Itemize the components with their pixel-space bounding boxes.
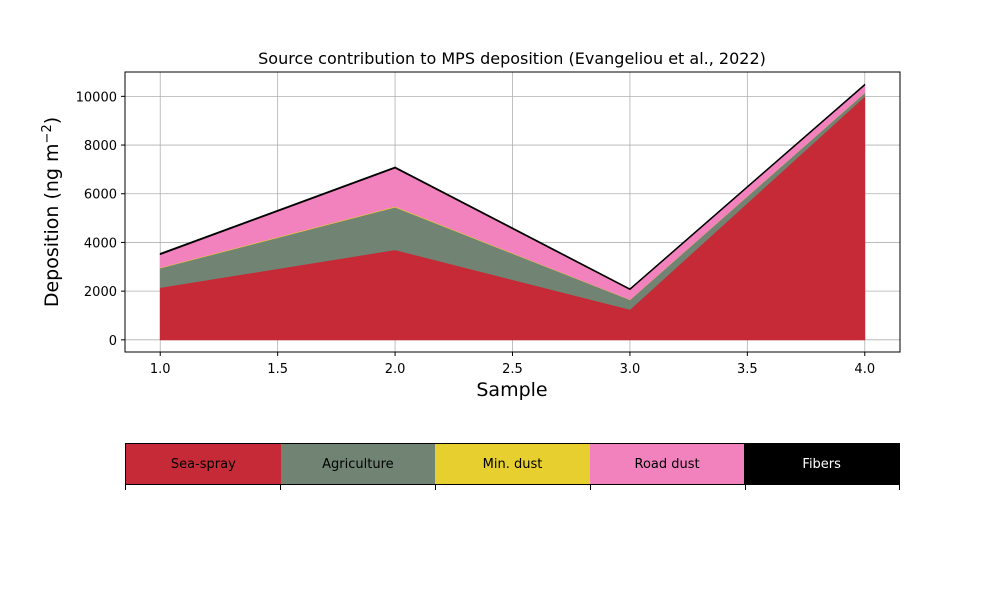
colorbar-label: Fibers xyxy=(802,456,841,472)
y-tick-label: 6000 xyxy=(84,188,117,203)
colorbar-tick xyxy=(435,485,436,490)
y-axis-label-exponent: −2 xyxy=(40,124,55,143)
colorbar-tick xyxy=(590,485,591,490)
colorbar-segment-sea-spray: Sea-spray xyxy=(126,444,281,484)
y-axis-label-close: ) xyxy=(41,117,63,124)
area-fibers xyxy=(159,83,866,291)
area-layer xyxy=(159,83,866,341)
x-tick-label: 4.0 xyxy=(854,362,875,377)
x-tick-label: 1.5 xyxy=(267,362,288,377)
colorbar-ticks xyxy=(125,485,900,491)
y-tick-label: 2000 xyxy=(84,285,117,300)
x-tick-label: 1.0 xyxy=(150,362,171,377)
y-tick-label: 10000 xyxy=(76,90,117,105)
y-tick-label: 0 xyxy=(109,334,117,349)
colorbar-label: Sea-spray xyxy=(170,456,236,472)
colorbar-tick xyxy=(899,485,900,490)
colorbar-label: Min. dust xyxy=(482,456,543,472)
colorbar-tick xyxy=(280,485,281,490)
colorbar-tick xyxy=(745,485,746,490)
x-tick-label: 3.0 xyxy=(620,362,641,377)
colorbar-label: Agriculture xyxy=(322,456,394,472)
x-axis-label: Sample xyxy=(476,379,547,401)
x-tick-label: 2.0 xyxy=(385,362,406,377)
colorbar-segment-agriculture: Agriculture xyxy=(280,444,436,484)
x-tick-label: 2.5 xyxy=(502,362,523,377)
colorbar-segment-min-dust: Min. dust xyxy=(435,444,590,484)
colorbar-label: Road dust xyxy=(634,456,700,472)
colorbar-tick xyxy=(125,485,126,490)
y-axis-label: Deposition (ng m−2) xyxy=(40,117,63,307)
category-colorbar: Sea-spray Agriculture Min. dust Road dust Fi… xyxy=(125,443,900,485)
colorbar-segment-fibers: Fibers xyxy=(744,444,899,484)
chart-title: Source contribution to MPS deposition (E… xyxy=(258,49,766,68)
y-ticks: 0 2000 4000 6000 8000 10000 xyxy=(76,90,125,349)
colorbar-segment-road-dust: Road dust xyxy=(589,444,745,484)
y-tick-label: 4000 xyxy=(84,236,117,251)
x-tick-label: 3.5 xyxy=(737,362,758,377)
y-axis-label-text: Deposition (ng m xyxy=(41,143,63,307)
y-tick-label: 8000 xyxy=(84,139,117,154)
x-ticks: 1.0 1.5 2.0 2.5 3.0 3.5 4.0 xyxy=(150,352,875,377)
